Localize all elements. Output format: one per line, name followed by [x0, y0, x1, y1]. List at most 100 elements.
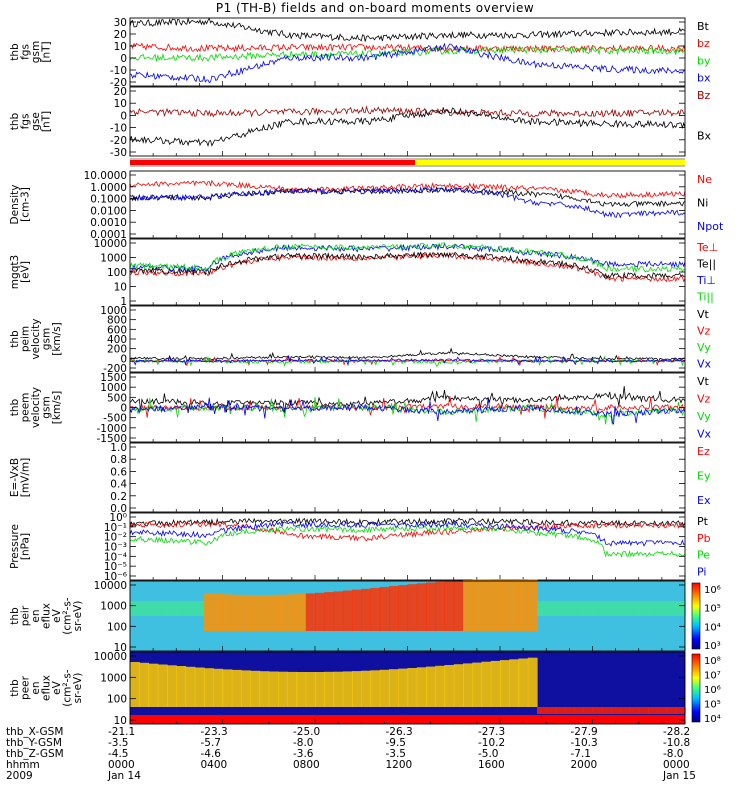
series-line-te	[129, 251, 686, 283]
spectrogram-cell	[139, 601, 150, 616]
series-line-vt	[129, 386, 686, 414]
series-line-bx	[129, 42, 686, 84]
legend-label: Vy	[697, 341, 711, 354]
y-tick-label: 1000	[100, 305, 127, 317]
spectrogram-cell	[527, 579, 538, 631]
footer-cell-y: -10.3	[571, 737, 598, 749]
spectrogram-cell	[638, 601, 649, 616]
footer-cell-hhmm: 1600	[478, 759, 505, 771]
spectrogram-cell	[278, 671, 288, 707]
legend-label: Ni	[697, 197, 708, 210]
y-axis-label-line: en	[30, 681, 42, 694]
spectrogram-cell	[222, 594, 233, 631]
footer-cell-date: Jan 15	[662, 770, 696, 782]
y-tick-label: -1500	[96, 433, 127, 445]
y-tick-label: 10000	[94, 651, 127, 663]
y-tick-label: 0.0010	[90, 217, 127, 229]
y-tick-label: 0	[120, 110, 127, 122]
y-tick-label: 500	[107, 392, 127, 404]
spectrogram-cell	[148, 601, 159, 616]
spectrogram-cell	[435, 581, 446, 631]
spectrogram-cell	[611, 707, 621, 714]
spectrogram-cell	[435, 665, 446, 707]
y-axis-label-line: fgs	[20, 114, 32, 130]
y-tick-label: 10⁻³	[104, 542, 127, 554]
spectrogram-cell	[620, 601, 631, 616]
colorbar-tick-label: 10⁴	[704, 622, 721, 633]
legend-label: Npot	[697, 220, 724, 233]
spectrogram-cell	[463, 580, 473, 631]
y-axis-label-line: thb	[9, 330, 21, 348]
spectrogram-cell	[352, 589, 362, 631]
y-tick-label: 0.0	[110, 503, 127, 515]
series-line-bz	[129, 105, 686, 118]
y-tick-label: 1500	[100, 372, 127, 384]
spectrogram-cell	[453, 580, 464, 631]
series-line-vx	[129, 397, 686, 425]
legend-label: Bz	[697, 89, 711, 102]
y-tick-label: 10	[114, 98, 127, 110]
y-tick-label: 10⁻²	[104, 532, 127, 544]
spectrogram-cell	[315, 592, 325, 631]
spectrogram-cell	[574, 707, 584, 714]
y-axis-label-line: peim	[20, 326, 32, 352]
y-tick-label: -200	[103, 363, 127, 375]
footer-row-label: 2009	[6, 770, 33, 782]
y-tick-label: 10	[114, 715, 127, 727]
spectrogram-cell	[509, 579, 520, 631]
y-tick-label: 10000	[94, 580, 127, 592]
legend-label: Vz	[697, 392, 711, 405]
spectrogram-cell	[389, 586, 399, 631]
region-bar-yellow	[415, 160, 685, 165]
spectrogram-cell	[490, 660, 501, 707]
series-line-npot	[129, 186, 686, 219]
spectrogram-cell	[472, 579, 483, 631]
spectrogram-cell	[407, 668, 418, 707]
legend-label: Vz	[697, 325, 711, 338]
y-axis-label-line: [mV/m]	[20, 458, 32, 497]
spectrogram-cell	[527, 657, 538, 707]
spectrogram-cell	[564, 601, 575, 616]
spectrogram-cell	[370, 670, 381, 707]
colorbar-tick-label: 10³	[704, 641, 721, 652]
y-tick-label: 0.1000	[90, 194, 127, 206]
y-axis-label-line: thb	[9, 398, 21, 416]
legend-label: Pe	[697, 549, 710, 562]
spectrogram-cell	[176, 601, 187, 616]
legend-label: Te||	[696, 258, 716, 271]
y-axis-label-line: (cm²-s-	[62, 669, 74, 707]
y-axis-label-line: velocity	[30, 387, 42, 428]
y-tick-label: 20	[114, 29, 127, 41]
spectrogram-cell	[370, 587, 381, 631]
spectrogram-cell	[324, 671, 335, 707]
y-tick-label: 0.4	[110, 479, 127, 491]
y-tick-label: 1000	[100, 253, 127, 265]
spectrogram-cell	[157, 601, 168, 616]
spectrogram-cell	[564, 707, 575, 714]
footer-cell-x: -28.2	[663, 726, 690, 738]
y-tick-label: 100	[107, 694, 127, 706]
series-line-vt	[129, 347, 686, 364]
legend-label: Ex	[697, 494, 711, 507]
footer-cell-y: -10.2	[478, 737, 505, 749]
spectrogram-cell	[176, 666, 187, 707]
spectrogram-cell	[407, 584, 418, 631]
footer-cell-z: -3.5	[386, 748, 407, 760]
spectrogram-cell	[352, 671, 362, 707]
legend-label: Pb	[697, 532, 711, 545]
series-line-bt	[129, 17, 686, 42]
spectrogram-cell	[305, 672, 316, 707]
series-line-ni	[129, 186, 686, 208]
spectrogram-cell	[537, 601, 547, 616]
y-axis-label-line: gsm	[41, 328, 53, 350]
spectrogram-cell	[490, 579, 501, 631]
spectrogram-cell	[481, 661, 492, 707]
y-tick-label: 0.2	[110, 491, 127, 503]
y-axis-label-line: [eV]	[20, 261, 32, 283]
spectrogram-cell	[204, 593, 214, 631]
panel-frame	[129, 86, 686, 157]
